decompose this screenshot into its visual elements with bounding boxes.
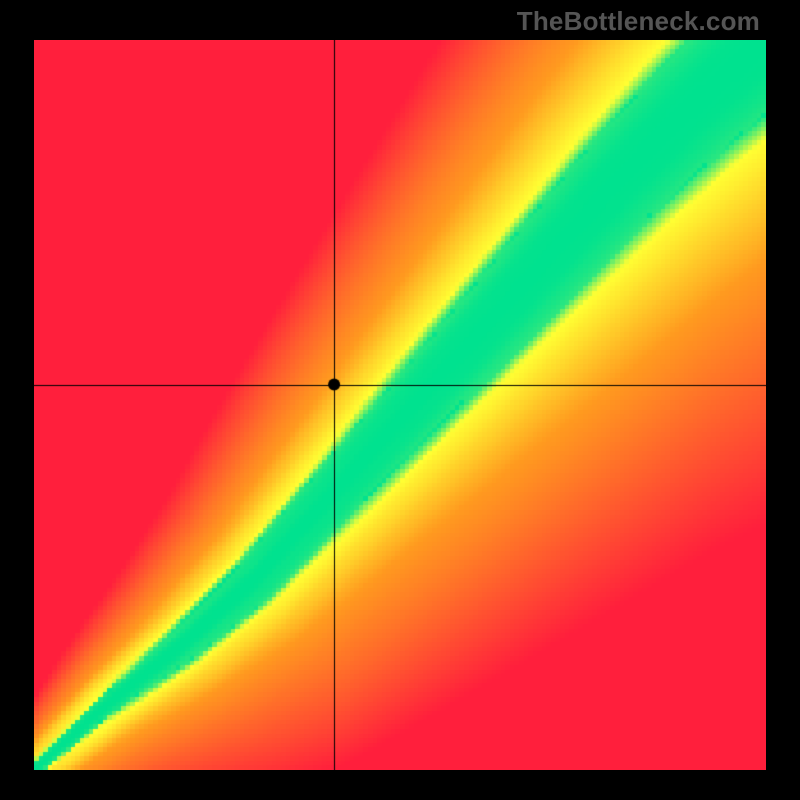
chart-frame: TheBottleneck.com	[0, 0, 800, 800]
heatmap-canvas	[34, 40, 766, 770]
heatmap-plot	[34, 40, 766, 770]
watermark-text: TheBottleneck.com	[517, 6, 760, 37]
